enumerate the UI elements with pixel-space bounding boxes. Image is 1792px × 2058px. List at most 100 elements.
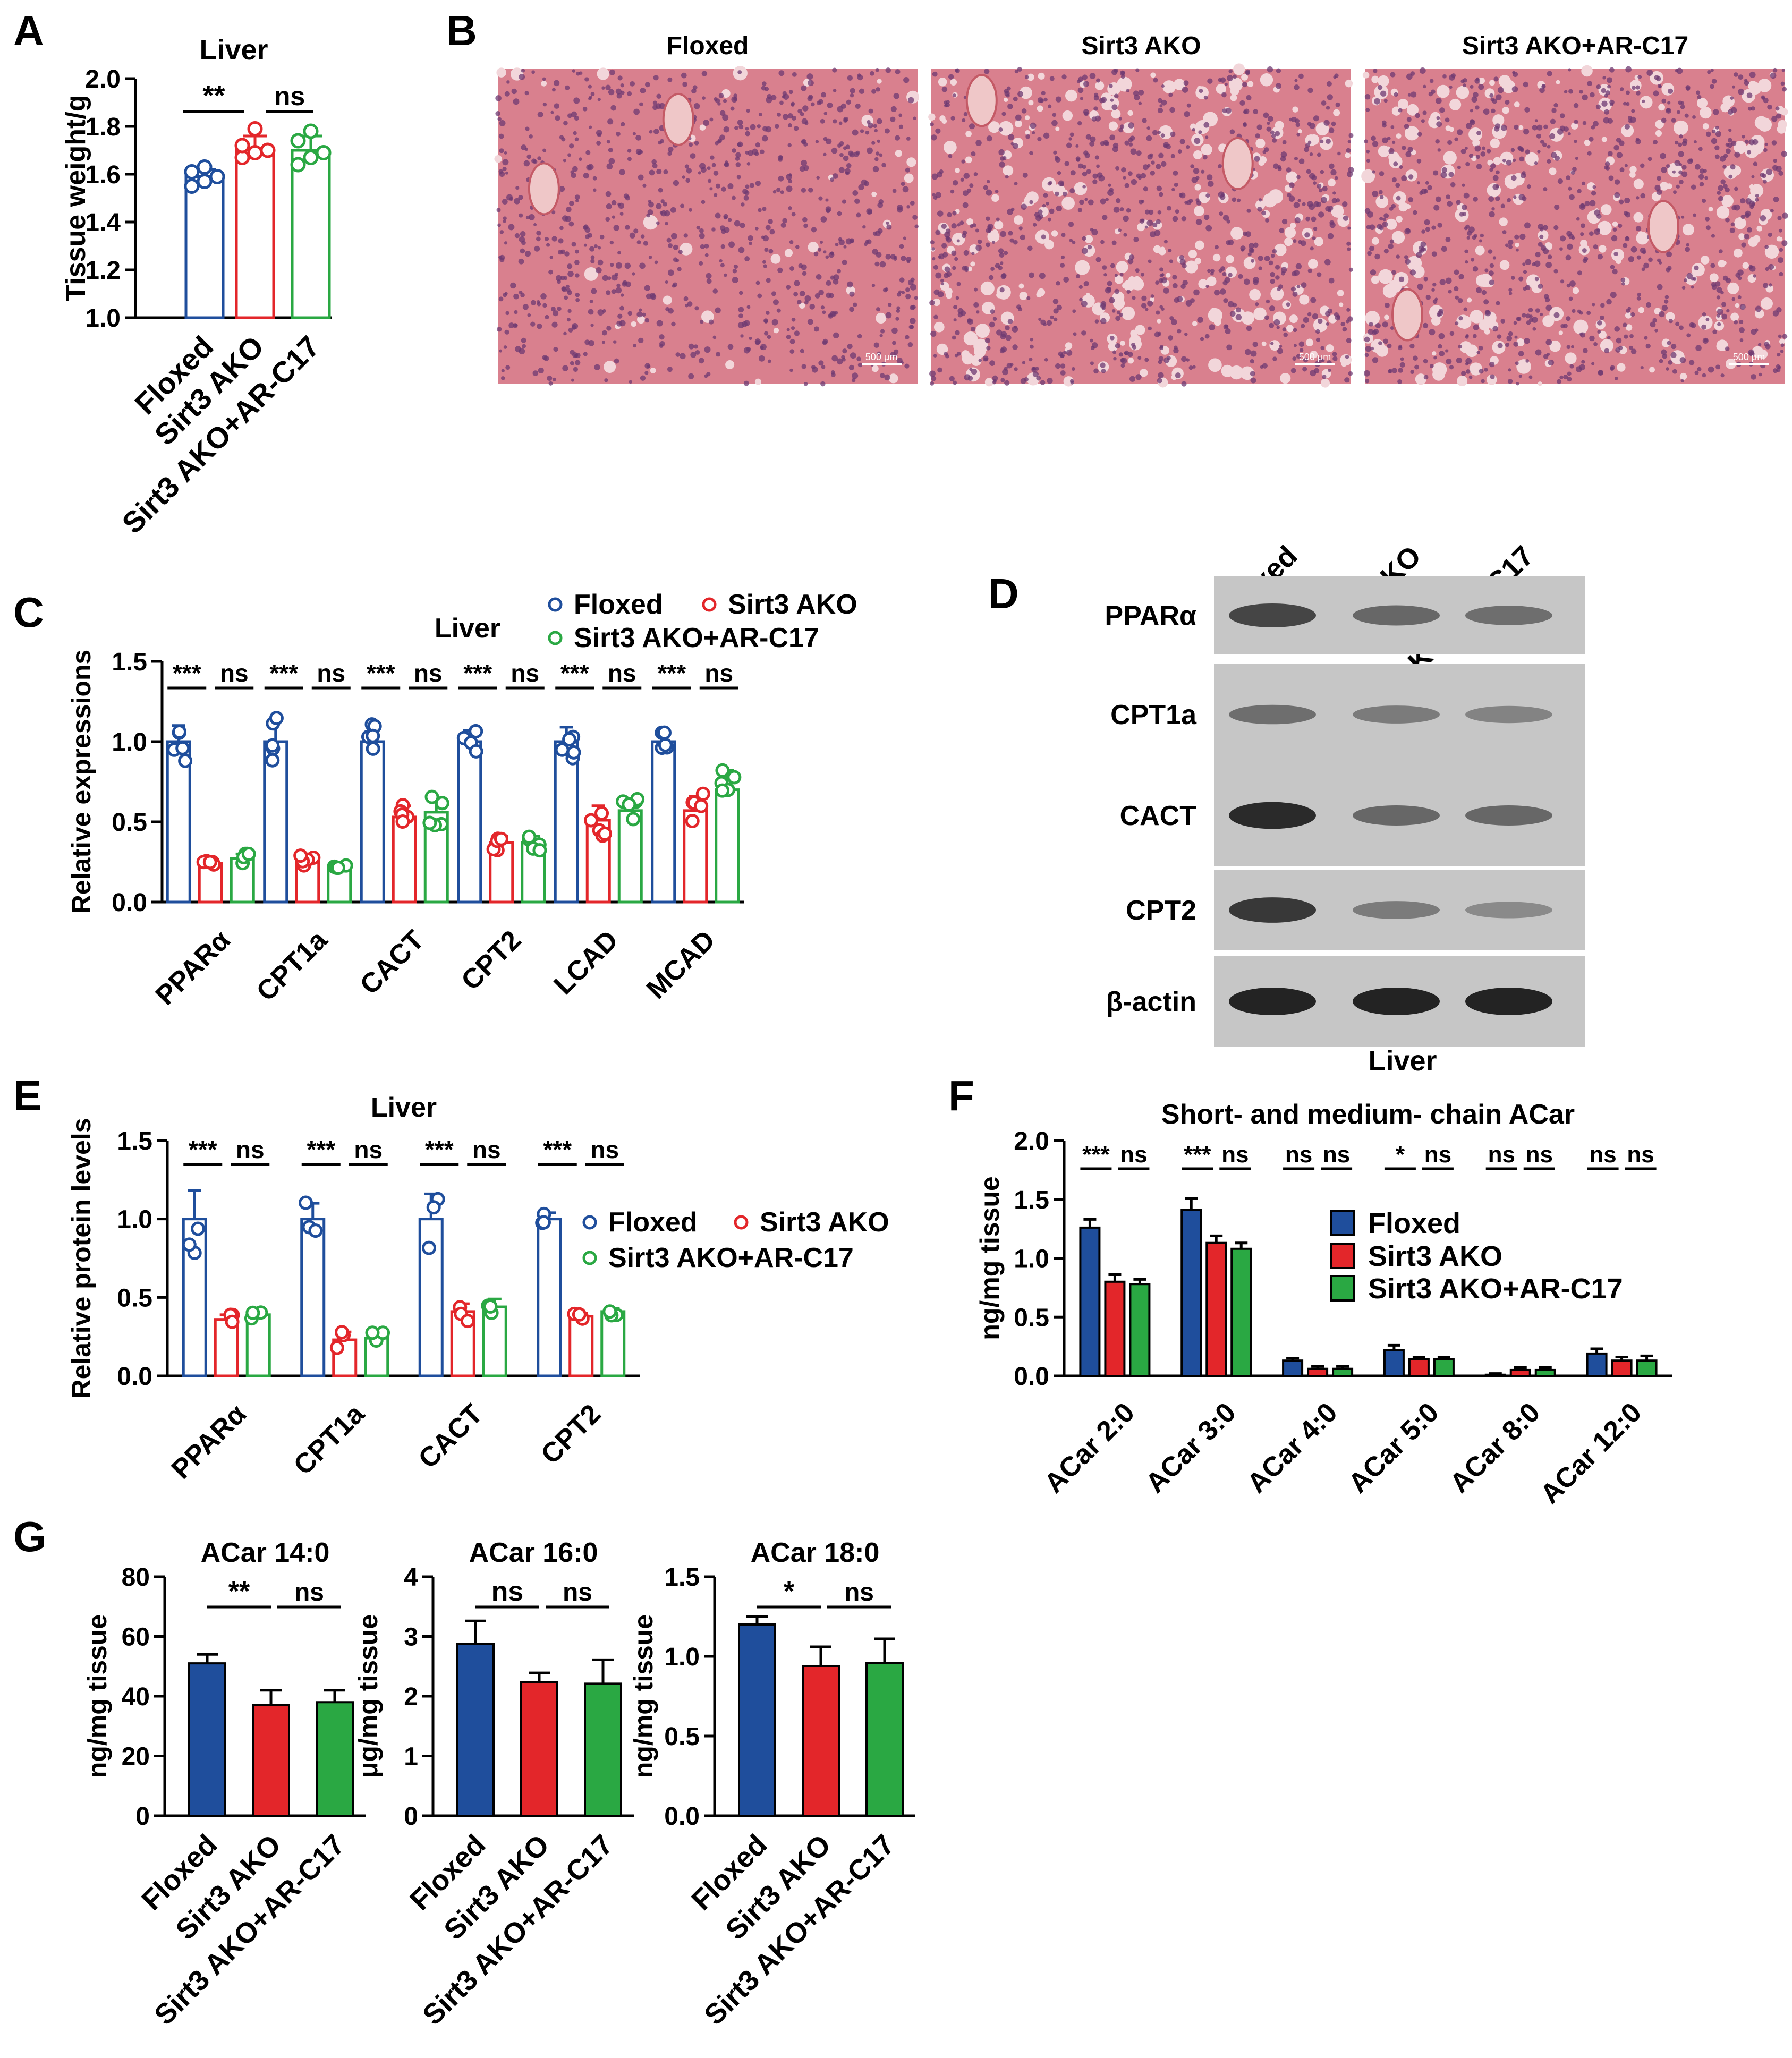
nucleus [1298, 158, 1305, 165]
nucleus [738, 291, 743, 295]
nucleus [1454, 286, 1459, 292]
nucleus [937, 210, 944, 217]
data-point [422, 815, 437, 830]
nucleus [1009, 238, 1014, 243]
nucleus [797, 108, 802, 114]
nucleus [1366, 149, 1370, 154]
nucleus [1323, 120, 1330, 126]
nucleus [1047, 182, 1051, 186]
nucleus [1465, 224, 1470, 229]
nucleus [1249, 243, 1255, 249]
nucleus [545, 314, 549, 320]
nucleus [956, 239, 960, 243]
nucleus [1696, 90, 1701, 95]
nucleus [1582, 121, 1587, 125]
nucleus [1094, 155, 1099, 160]
lipid-vacuole [1558, 330, 1563, 335]
nucleus [1345, 354, 1349, 359]
x-tick-label: CPT2 [455, 924, 527, 996]
nucleus [1258, 198, 1262, 202]
lipid-vacuole [1636, 232, 1649, 245]
nucleus [1250, 350, 1257, 357]
nucleus [723, 216, 727, 220]
nucleus [996, 329, 1003, 336]
nucleus [885, 67, 891, 73]
lipid-vacuole [604, 361, 616, 373]
lipid-vacuole [1261, 341, 1267, 346]
nucleus [1547, 71, 1552, 76]
nucleus [537, 302, 541, 307]
lipid-vacuole [974, 346, 986, 358]
nucleus [910, 201, 915, 206]
nucleus [879, 153, 883, 157]
nucleus [1560, 324, 1565, 328]
bar [1180, 1209, 1202, 1377]
nucleus [694, 306, 699, 311]
nucleus [724, 273, 727, 277]
nucleus [1158, 152, 1164, 158]
bar [360, 740, 385, 904]
nucleus [872, 249, 878, 255]
y-tick-label: 0.0 [1014, 1363, 1049, 1391]
nucleus [605, 84, 611, 90]
nucleus [1174, 182, 1178, 187]
nucleus [553, 310, 559, 317]
nucleus [789, 349, 795, 354]
lipid-vacuole [1404, 126, 1420, 141]
nucleus [1297, 199, 1301, 202]
nucleus [1621, 282, 1625, 286]
lipid-vacuole [1467, 297, 1472, 303]
nucleus [1412, 210, 1417, 215]
lipid-vacuole [1310, 350, 1318, 359]
nucleus [533, 159, 538, 164]
nucleus [693, 103, 700, 109]
nucleus [1245, 70, 1250, 75]
nucleus [1450, 182, 1456, 188]
y-axis-label: Tissue weight/g [61, 95, 91, 301]
nucleus [959, 220, 964, 225]
nucleus [537, 156, 542, 161]
lipid-vacuole [1037, 105, 1043, 112]
nucleus [573, 367, 579, 372]
nucleus [1435, 139, 1440, 144]
nucleus [1640, 366, 1644, 370]
nucleus [1295, 263, 1302, 270]
bar [1408, 1358, 1430, 1377]
nucleus [1296, 285, 1301, 288]
nucleus [1224, 82, 1228, 86]
nucleus [1423, 375, 1429, 380]
nucleus [1763, 148, 1768, 152]
nucleus [1123, 233, 1127, 237]
data-point [293, 848, 308, 863]
lipid-vacuole [1061, 197, 1075, 210]
nucleus [1439, 351, 1445, 356]
nucleus [1440, 172, 1447, 178]
nucleus [1680, 104, 1685, 109]
nucleus [1084, 152, 1090, 158]
lipid-vacuole [1730, 312, 1739, 321]
nucleus [1534, 119, 1538, 123]
nucleus [1156, 219, 1161, 224]
nucleus [715, 212, 721, 219]
nucleus [1610, 367, 1614, 371]
lipid-vacuole [1538, 381, 1542, 386]
nucleus [1607, 336, 1611, 340]
nucleus [1662, 353, 1668, 359]
nucleus [1480, 151, 1486, 157]
nucleus [1371, 135, 1376, 141]
nucleus [813, 251, 819, 257]
nucleus [801, 85, 807, 91]
chart-title: ACar 18:0 [751, 1537, 880, 1568]
lipid-vacuole [1518, 125, 1524, 130]
nucleus [562, 365, 568, 371]
bar [584, 1682, 622, 1817]
nucleus [1463, 192, 1470, 199]
nucleus [683, 233, 688, 238]
nucleus [1668, 360, 1673, 365]
data-point [694, 798, 709, 813]
nucleus [944, 352, 948, 356]
nucleus [866, 147, 873, 154]
nucleus [1425, 227, 1431, 232]
nucleus [1022, 361, 1026, 364]
nucleus [738, 307, 744, 313]
